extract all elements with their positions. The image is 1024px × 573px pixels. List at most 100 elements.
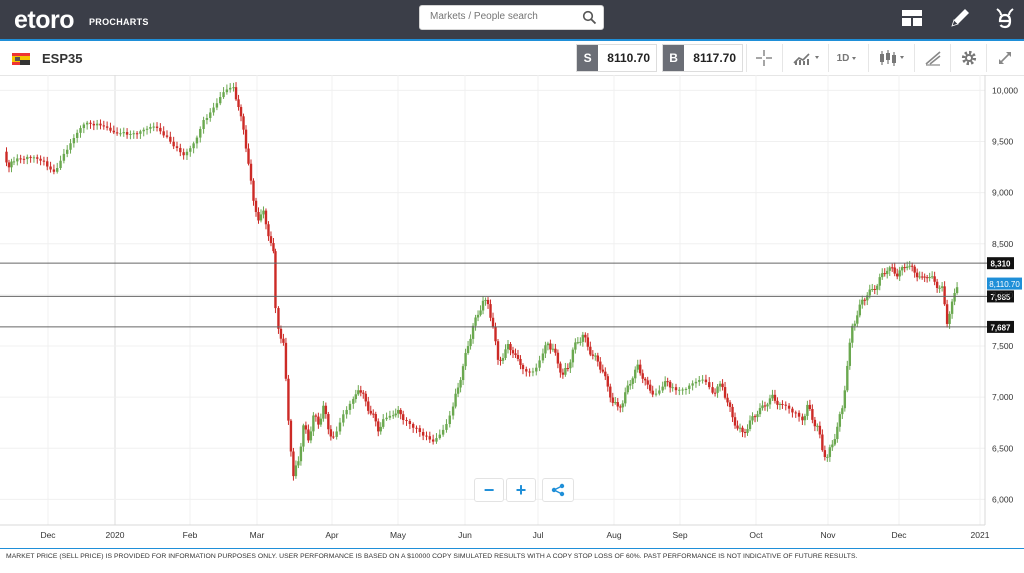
etoro-e-icon[interactable] (993, 6, 1017, 30)
candle-body (262, 210, 265, 215)
candle-body (684, 388, 688, 390)
zoom-out-button[interactable]: − (474, 478, 504, 502)
candle-body (464, 353, 467, 367)
crosshair-icon (756, 50, 772, 66)
candle-body (666, 381, 669, 383)
disclaimer-text: MARKET PRICE (SELL PRICE) IS PROVIDED FO… (6, 553, 858, 560)
x-tick-label: Apr (325, 530, 338, 540)
level-label: 7,687 (990, 323, 1011, 332)
timeframe-select[interactable]: 1D (832, 44, 864, 72)
search-box[interactable] (419, 5, 604, 30)
zoom-out-label: − (483, 479, 495, 500)
etoro-logo[interactable]: etoro (14, 6, 75, 34)
candle-body (461, 366, 465, 381)
candle-body (516, 354, 520, 359)
candle-body (838, 414, 842, 427)
candle-body (913, 266, 916, 273)
candle-body (99, 123, 102, 126)
candle-body (823, 450, 827, 457)
candle-body (354, 394, 357, 400)
buy-price-box[interactable]: B 8117.70 (662, 44, 743, 72)
toolbar-divider (746, 44, 747, 72)
y-tick-label: 9,000 (992, 188, 1014, 198)
candle-body (222, 92, 225, 98)
candle-body (609, 386, 612, 398)
indicators-button[interactable] (788, 44, 826, 72)
gear-icon (961, 50, 977, 66)
sell-price-box[interactable]: S 8110.70 (576, 44, 657, 72)
candle-body (36, 157, 39, 159)
candle-body (591, 354, 595, 356)
candle-body (338, 422, 342, 432)
candle-body (428, 436, 432, 440)
candle-body (554, 348, 557, 353)
candle-body (698, 380, 701, 382)
candle-body (641, 373, 644, 379)
candle-body (234, 87, 238, 100)
candle-body (898, 270, 901, 277)
candle-body (142, 129, 145, 132)
x-tick-label: Jul (533, 530, 544, 540)
share-icon (551, 483, 565, 497)
candle-body (940, 286, 944, 288)
candle-body (826, 456, 829, 458)
candle-body (836, 426, 839, 440)
buy-tag: B (663, 45, 685, 71)
candle-body (646, 380, 649, 385)
indicators-icon (793, 53, 819, 65)
layout-icon[interactable] (900, 6, 924, 30)
candle-body (564, 368, 567, 375)
candle-body (284, 342, 288, 379)
candle-body (257, 211, 260, 221)
candle-body (499, 359, 502, 361)
candle-body (614, 402, 617, 404)
candle-body (871, 288, 874, 290)
candle-body (237, 99, 240, 108)
candle-body (511, 350, 515, 354)
candle-body (726, 397, 729, 403)
candle-body (559, 363, 562, 373)
candle-body (102, 125, 105, 127)
candle-body (668, 381, 672, 388)
buy-price: 8117.70 (693, 51, 736, 65)
candle-body (26, 156, 29, 160)
candle-body (571, 349, 575, 363)
candle-body (528, 371, 531, 373)
crosshair-button[interactable] (750, 44, 778, 72)
candle-body (549, 343, 552, 350)
pencil-icon[interactable] (948, 6, 972, 30)
candle-body (878, 277, 881, 286)
x-tick-label: Sep (672, 530, 687, 540)
chart-type-button[interactable] (872, 44, 912, 72)
search-icon[interactable] (582, 10, 597, 25)
drawing-tools-button[interactable] (918, 44, 948, 72)
candle-body (531, 371, 535, 373)
zoom-in-button[interactable]: + (506, 478, 536, 502)
candle-body (893, 267, 896, 274)
candle-body (85, 122, 89, 125)
candle-body (29, 156, 32, 158)
candle-body (408, 421, 412, 425)
candle-body (561, 372, 565, 375)
candle-body (252, 180, 255, 201)
candle-body (16, 158, 19, 162)
share-button[interactable] (542, 478, 574, 502)
candle-body (584, 334, 587, 338)
candle-body (385, 417, 388, 420)
candle-body (411, 424, 415, 428)
search-input[interactable] (428, 10, 582, 23)
candle-body (758, 408, 762, 415)
candle-body (175, 146, 179, 148)
candle-body (212, 107, 215, 113)
candle-body (79, 128, 82, 133)
candle-body (733, 417, 737, 426)
fullscreen-button[interactable] (990, 44, 1020, 72)
candle-body (219, 97, 222, 104)
settings-button[interactable] (954, 44, 984, 72)
candle-body (674, 387, 678, 391)
candle-body (19, 158, 22, 160)
candle-body (56, 168, 59, 172)
candle-body (736, 425, 739, 429)
candle-body (544, 345, 547, 354)
candle-body (254, 200, 258, 212)
